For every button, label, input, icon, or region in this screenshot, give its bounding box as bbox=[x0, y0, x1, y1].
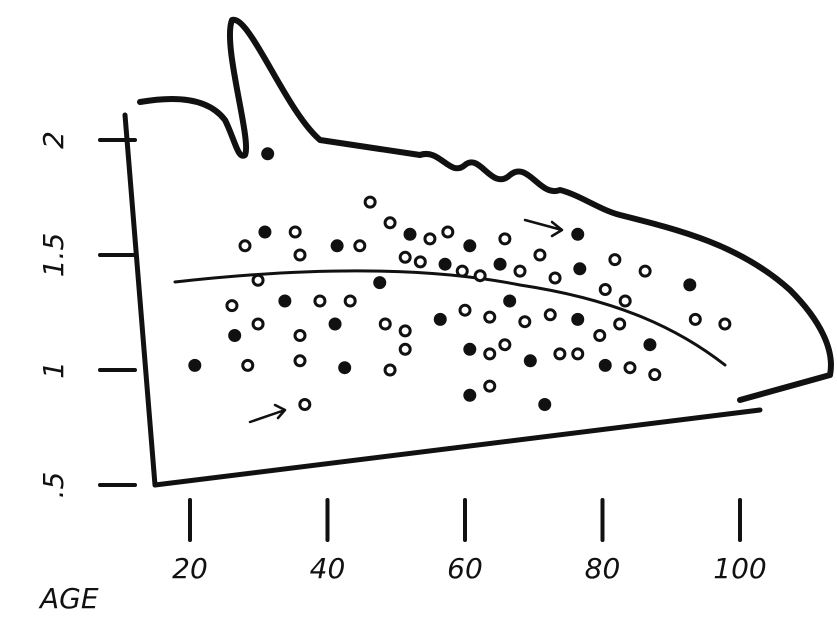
y-tick-label: .5 bbox=[37, 472, 70, 499]
point bbox=[345, 296, 355, 306]
point bbox=[595, 331, 605, 341]
point bbox=[263, 149, 273, 159]
point bbox=[640, 266, 650, 276]
point bbox=[485, 349, 495, 359]
point bbox=[425, 234, 435, 244]
point bbox=[720, 319, 730, 329]
point bbox=[600, 285, 610, 295]
point bbox=[190, 360, 200, 370]
point bbox=[355, 241, 365, 251]
point bbox=[253, 319, 263, 329]
point bbox=[260, 227, 270, 237]
point bbox=[573, 229, 583, 239]
point bbox=[535, 250, 545, 260]
x-tick-label: 100 bbox=[713, 552, 766, 585]
point bbox=[500, 340, 510, 350]
point bbox=[295, 331, 305, 341]
point bbox=[400, 344, 410, 354]
point bbox=[295, 356, 305, 366]
y-axis bbox=[125, 115, 155, 485]
point bbox=[505, 296, 515, 306]
point bbox=[625, 363, 635, 373]
point bbox=[440, 259, 450, 269]
point bbox=[385, 365, 395, 375]
point bbox=[380, 319, 390, 329]
point bbox=[620, 296, 630, 306]
y-tick-label: 1.5 bbox=[37, 233, 70, 278]
point bbox=[650, 370, 660, 380]
point bbox=[645, 340, 655, 350]
x-axis-label: AGE bbox=[38, 582, 99, 615]
shoe-outline bbox=[140, 20, 831, 400]
y-tick-label: 1 bbox=[37, 361, 70, 379]
point bbox=[400, 252, 410, 262]
point bbox=[340, 363, 350, 373]
point bbox=[400, 326, 410, 336]
point bbox=[575, 264, 585, 274]
point bbox=[520, 317, 530, 327]
point bbox=[615, 319, 625, 329]
point bbox=[375, 278, 385, 288]
point bbox=[610, 255, 620, 265]
point bbox=[253, 275, 263, 285]
point bbox=[243, 360, 253, 370]
point bbox=[465, 241, 475, 251]
point bbox=[515, 266, 525, 276]
point bbox=[550, 273, 560, 283]
point bbox=[315, 296, 325, 306]
point bbox=[475, 271, 485, 281]
point bbox=[300, 400, 310, 410]
x-tick-label: 60 bbox=[447, 552, 483, 585]
point bbox=[573, 314, 583, 324]
point bbox=[525, 356, 535, 366]
point bbox=[405, 229, 415, 239]
point bbox=[485, 312, 495, 322]
chart: AGE .5 1 1.5 2 20 40 60 80 100 bbox=[0, 0, 837, 619]
point bbox=[457, 266, 467, 276]
point bbox=[240, 241, 250, 251]
point bbox=[415, 257, 425, 267]
point bbox=[365, 197, 375, 207]
point bbox=[230, 331, 240, 341]
point bbox=[555, 349, 565, 359]
point bbox=[227, 301, 237, 311]
point bbox=[685, 280, 695, 290]
point bbox=[465, 390, 475, 400]
point bbox=[500, 234, 510, 244]
point bbox=[435, 314, 445, 324]
point bbox=[465, 344, 475, 354]
point bbox=[600, 360, 610, 370]
point bbox=[280, 296, 290, 306]
point bbox=[332, 241, 342, 251]
x-axis bbox=[155, 410, 760, 485]
point bbox=[690, 314, 700, 324]
point bbox=[330, 319, 340, 329]
point bbox=[540, 400, 550, 410]
x-tick-label: 80 bbox=[585, 552, 621, 585]
y-tick-label: 2 bbox=[37, 131, 70, 149]
point bbox=[295, 250, 305, 260]
point bbox=[573, 349, 583, 359]
point bbox=[545, 310, 555, 320]
point bbox=[460, 305, 470, 315]
point bbox=[443, 227, 453, 237]
point bbox=[495, 259, 505, 269]
point bbox=[485, 381, 495, 391]
arrow bbox=[250, 405, 285, 422]
x-tick-label: 40 bbox=[310, 552, 346, 585]
arrow bbox=[525, 220, 562, 236]
point bbox=[385, 218, 395, 228]
point bbox=[290, 227, 300, 237]
x-tick-label: 20 bbox=[172, 552, 208, 585]
